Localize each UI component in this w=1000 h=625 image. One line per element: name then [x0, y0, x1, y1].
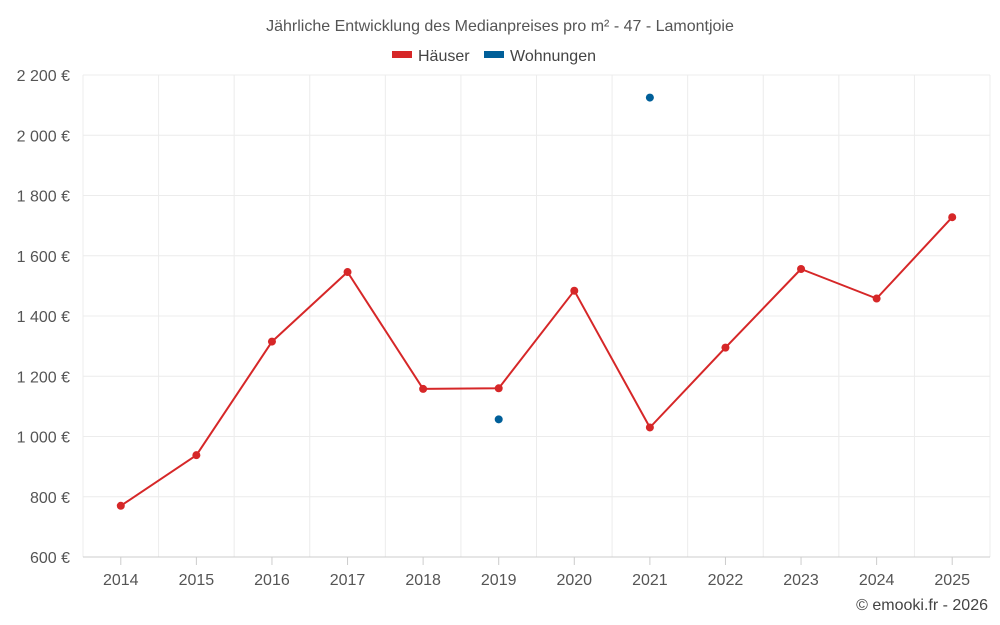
y-tick-label: 1 200 €: [17, 369, 70, 386]
x-tick-label: 2023: [783, 572, 819, 589]
data-point-wohnungen-2019[interactable]: [494, 415, 503, 424]
legend-swatch-haeuser: [392, 51, 412, 58]
data-point-haeuser-2021[interactable]: [645, 423, 654, 432]
axes: 600 € 800 € 1 000 € 1 200 € 1 400 € 1 600 € 1 …: [17, 68, 990, 589]
y-tick-label: 1 000 €: [17, 430, 70, 447]
legend-label-haeuser: Häuser: [418, 48, 470, 65]
series-line-haeuser: [120, 216, 953, 507]
x-tick-label: 2025: [934, 572, 970, 589]
series-haeuser: [116, 213, 957, 510]
x-tick-label: 2021: [632, 572, 668, 589]
legend-swatch-wohnungen: [484, 51, 504, 58]
data-point-haeuser-2022[interactable]: [721, 343, 730, 352]
y-tick-label: 1 400 €: [17, 309, 70, 326]
x-tick-label: 2016: [254, 572, 290, 589]
data-point-haeuser-2020[interactable]: [570, 286, 579, 295]
series-wohnungen: [494, 93, 654, 424]
data-point-haeuser-2019[interactable]: [494, 384, 503, 393]
grid: [82, 74, 991, 557]
legend-item-wohnungen[interactable]: Wohnungen: [484, 48, 596, 65]
legend-item-haeuser[interactable]: Häuser: [392, 48, 470, 65]
data-point-haeuser-2025[interactable]: [948, 213, 957, 222]
credit-text: © emooki.fr - 2026: [856, 597, 988, 614]
series: [116, 93, 957, 510]
data-point-haeuser-2015[interactable]: [192, 451, 201, 460]
data-point-haeuser-2018[interactable]: [419, 384, 428, 393]
data-point-haeuser-2016[interactable]: [267, 337, 276, 346]
y-tick-label: 1 600 €: [17, 249, 70, 266]
x-tick-label: 2022: [708, 572, 744, 589]
data-point-haeuser-2024[interactable]: [872, 294, 881, 303]
x-tick-label: 2017: [330, 572, 366, 589]
data-point-haeuser-2014[interactable]: [116, 501, 125, 510]
y-tick-label: 600 €: [30, 550, 70, 567]
data-point-haeuser-2023[interactable]: [797, 265, 806, 274]
y-tick-label: 2 000 €: [17, 128, 70, 145]
y-tick-label: 1 800 €: [17, 189, 70, 206]
x-tick-label: 2014: [103, 572, 139, 589]
x-tick-label: 2020: [556, 572, 592, 589]
legend: Häuser Wohnungen: [392, 48, 596, 65]
x-tick-label: 2018: [405, 572, 441, 589]
legend-label-wohnungen: Wohnungen: [510, 48, 596, 65]
y-tick-label: 2 200 €: [17, 68, 70, 85]
x-tick-label: 2024: [859, 572, 895, 589]
x-tick-label: 2019: [481, 572, 517, 589]
x-tick-label: 2015: [179, 572, 215, 589]
data-point-wohnungen-2021[interactable]: [645, 93, 654, 102]
chart-title: Jährliche Entwicklung des Medianpreises …: [266, 18, 734, 35]
data-point-haeuser-2017[interactable]: [343, 268, 352, 277]
y-tick-label: 800 €: [30, 490, 70, 507]
